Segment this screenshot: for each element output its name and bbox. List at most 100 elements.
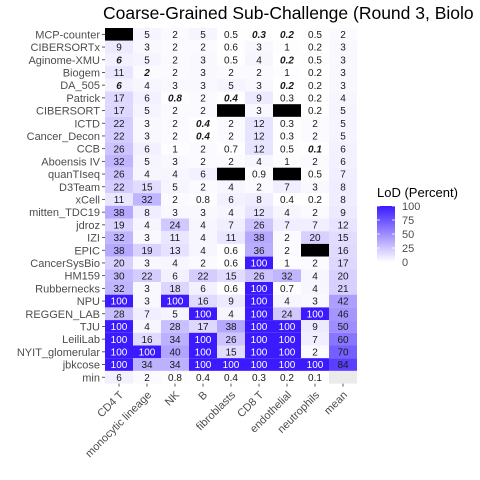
cell-value-label: 3 (340, 55, 346, 66)
cell-value-label: 6 (200, 170, 206, 181)
cell-value-label: 22 (113, 132, 125, 143)
cell-value-label: 0.2 (308, 106, 322, 117)
cell-value-label: 5 (144, 106, 150, 117)
cell-value-label: 2 (172, 119, 178, 130)
cell-value-label: 3 (340, 68, 346, 79)
cell-value-label: 6 (340, 144, 346, 155)
cell-value-label: 2 (312, 347, 318, 358)
cell-value-label: 8 (256, 195, 262, 206)
cell-value-label: 4 (144, 220, 150, 231)
cell-value-label: 100 (195, 360, 212, 371)
cell-value-label: 32 (281, 271, 293, 282)
cell-value-label: 3 (312, 182, 318, 193)
y-tick-label: REGGEN_LAB (25, 309, 100, 321)
cell-value-label: 3 (200, 81, 206, 92)
cell-value-label: 50 (337, 322, 349, 333)
y-tick-label: quanTIseq (48, 169, 100, 181)
cell-value-label: 0.5 (224, 55, 238, 66)
cell-value-label: 32 (113, 233, 125, 244)
cell-value-label: 0.1 (308, 144, 322, 155)
cell-value-label: 26 (113, 144, 125, 155)
cell-value-label: 0.2 (280, 373, 294, 384)
cell-value-label: 19 (113, 220, 125, 231)
y-tick-label: Aginome-XMU (28, 55, 100, 67)
cell-value-label: 32 (113, 157, 125, 168)
cell-value-label: 7 (284, 182, 290, 193)
cell-value-label: 36 (253, 246, 265, 257)
y-tick-label: DA_505 (60, 80, 100, 92)
y-tick-label: IZI (87, 233, 100, 245)
cell-value-label: 5 (144, 157, 150, 168)
cell-value-label: 0.3 (252, 373, 266, 384)
cell-value-label: 21 (337, 284, 349, 295)
cell-value-label: 3 (256, 81, 262, 92)
cell-value-label: 4 (228, 182, 234, 193)
cell-value-label: 8 (144, 208, 150, 219)
cell-value-label: 8 (340, 195, 346, 206)
y-tick-label: Rubbernecks (35, 283, 100, 295)
cell-value-label: 100 (111, 297, 128, 308)
y-tick-label: TJU (80, 321, 100, 333)
cell-value-label: 0.1 (308, 373, 322, 384)
cell-value-label: 1 (284, 43, 290, 54)
cell-value-label: 70 (337, 347, 349, 358)
cell-value-label: 0.4 (196, 373, 210, 384)
cell-value-label: 100 (251, 347, 268, 358)
y-tick-label: jdroz (75, 220, 100, 232)
cell-value-label: 3 (144, 43, 150, 54)
cell-value-label: 4 (312, 271, 318, 282)
cell-value-label: 0.5 (308, 55, 322, 66)
cell-value-label: 15 (225, 271, 237, 282)
cell-value-label: 18 (169, 284, 181, 295)
cell-value-label: 7 (228, 220, 234, 231)
cell-value-label: 0.2 (280, 81, 294, 92)
cell-value-label: 100 (167, 297, 184, 308)
heatmap-cell (329, 371, 357, 384)
cell-value-label: 17 (113, 93, 125, 104)
cell-value-label: 15 (337, 233, 349, 244)
cell-value-label: 11 (114, 195, 125, 206)
cell-value-label: 0.2 (308, 93, 322, 104)
cell-value-label: 6 (340, 157, 346, 168)
cell-value-label: 2 (172, 43, 178, 54)
cell-value-label: 100 (251, 322, 268, 333)
cell-value-label: 100 (279, 360, 296, 371)
cell-value-label: 0.5 (308, 170, 322, 181)
cell-value-label: 1 (284, 68, 290, 79)
cell-value-label: 5 (144, 55, 150, 66)
cell-value-label: 0.7 (224, 144, 238, 155)
cell-value-label: 0.2 (308, 81, 322, 92)
cell-value-label: 3 (340, 81, 346, 92)
cell-value-label: 16 (197, 297, 209, 308)
cell-value-label: 7 (312, 220, 318, 231)
cell-value-label: 4 (340, 93, 346, 104)
cell-value-label: 38 (225, 322, 237, 333)
cell-value-label: 7 (284, 220, 290, 231)
cell-value-label: 2 (200, 93, 206, 104)
cell-value-label: 12 (337, 220, 349, 231)
cell-value-label: 0.6 (224, 284, 238, 295)
y-tick-label: ICTD (74, 118, 100, 130)
cell-value-label: 2 (340, 30, 346, 41)
cell-value-label: 24 (169, 220, 181, 231)
cell-value-label: 42 (337, 297, 349, 308)
cell-value-label: 4 (200, 233, 206, 244)
cell-value-label: 26 (113, 170, 125, 181)
cell-value-label: 2 (200, 43, 206, 54)
cell-value-label: 9 (116, 43, 122, 54)
cell-value-label: 28 (113, 309, 125, 320)
cell-value-label: 12 (253, 144, 265, 155)
cell-value-label: 3 (256, 106, 262, 117)
cell-value-label: 0.3 (280, 119, 294, 130)
cell-value-label: 4 (228, 309, 234, 320)
y-tick-label: EPIC (74, 245, 100, 257)
cell-value-label: 100 (307, 360, 324, 371)
cell-value-label: 17 (113, 106, 125, 117)
cell-value-label: 3 (144, 259, 150, 270)
cell-value-label: 4 (228, 208, 234, 219)
heatmap-cell (273, 104, 301, 117)
cell-value-label: 0.2 (280, 55, 294, 66)
cell-value-label: 2 (256, 68, 262, 79)
cell-value-label: 2 (143, 68, 150, 79)
y-tick-label: NPU (77, 296, 100, 308)
